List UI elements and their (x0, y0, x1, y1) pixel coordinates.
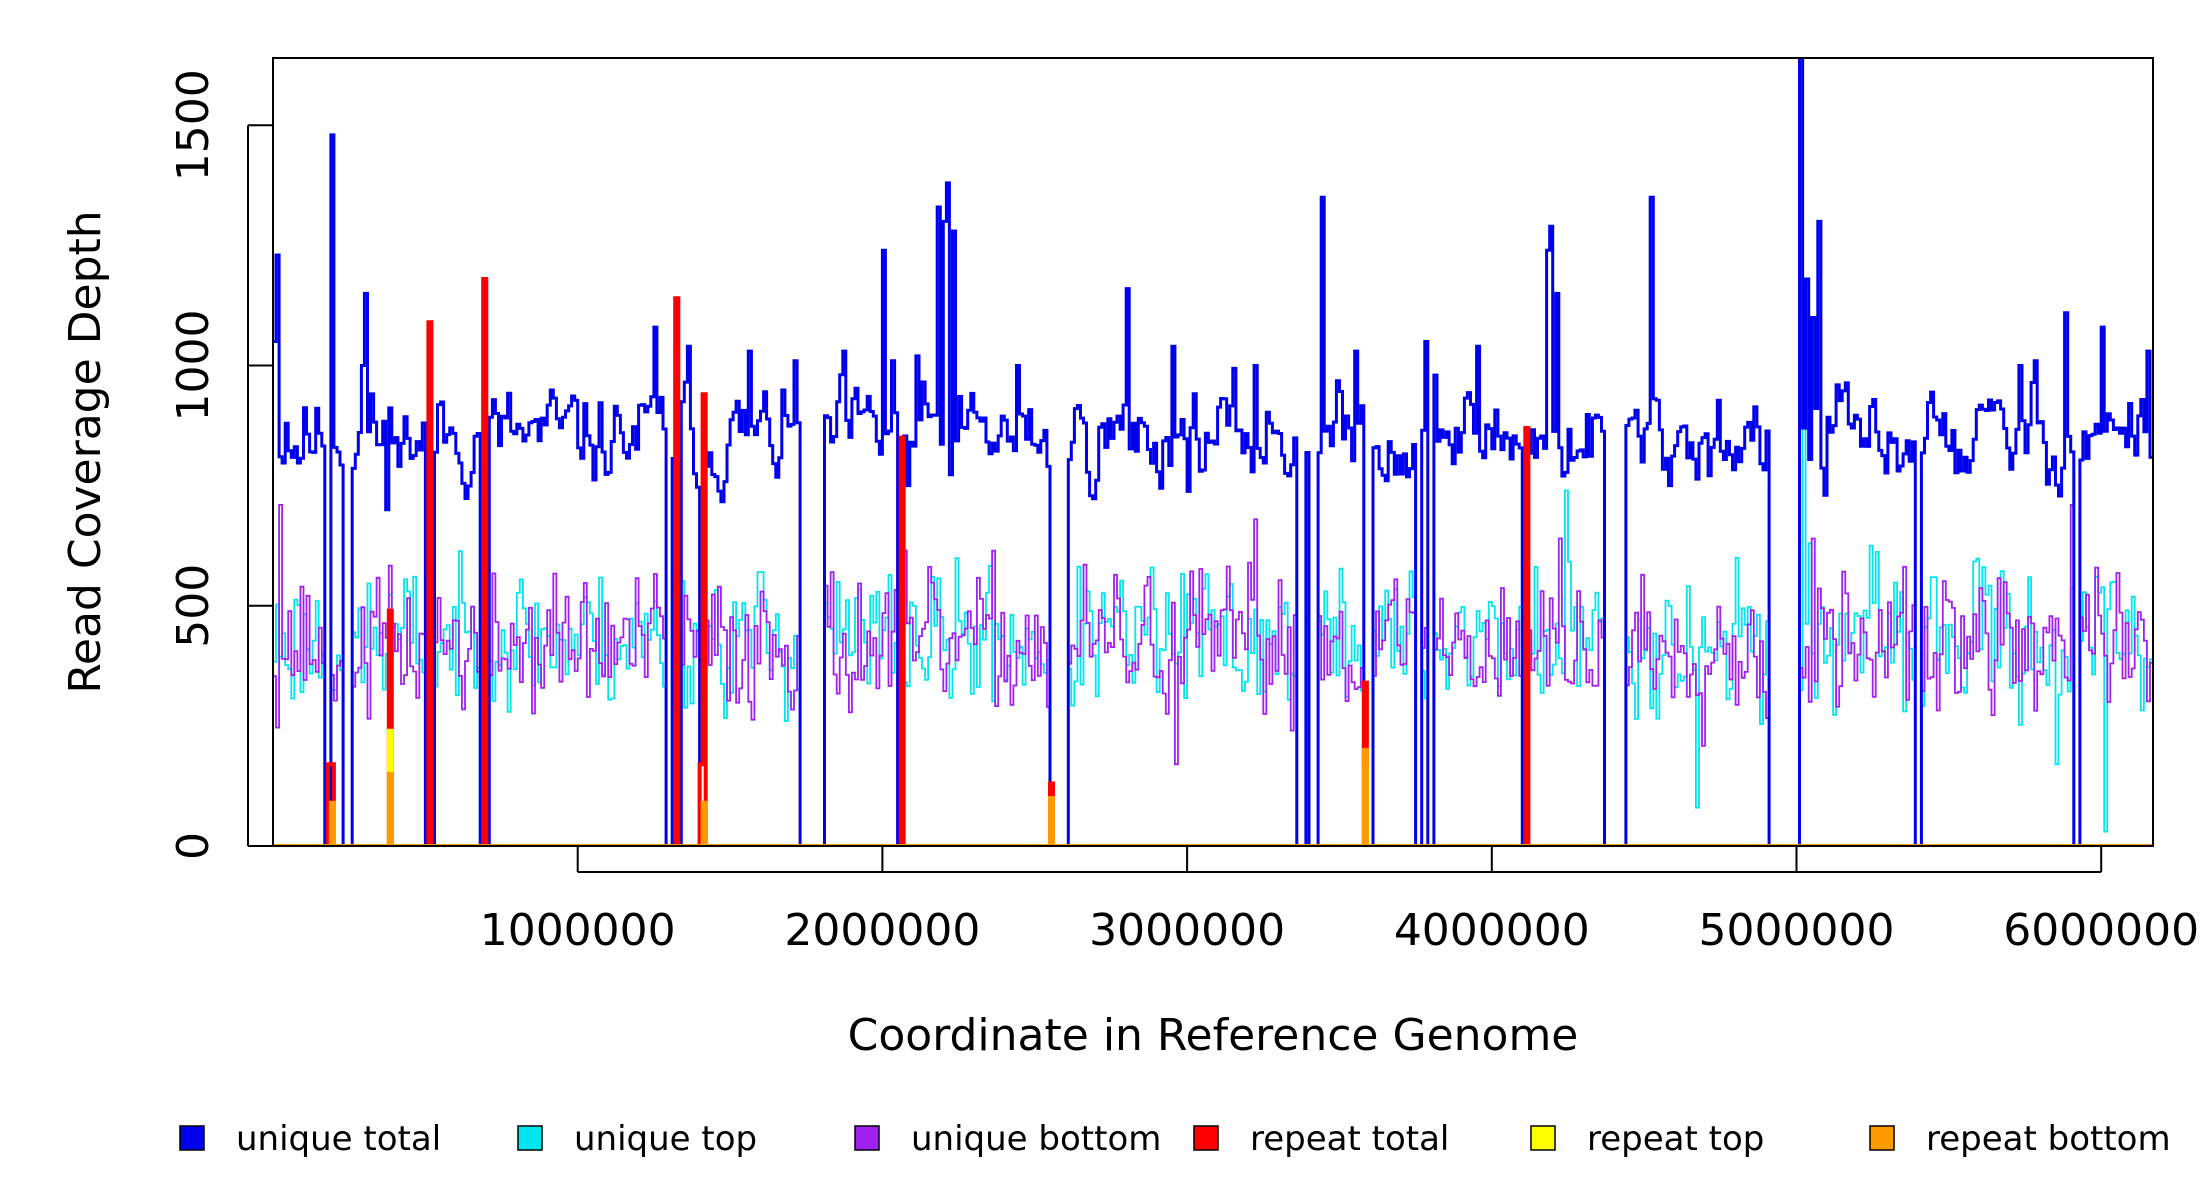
y-tick-label: 1500 (168, 69, 219, 181)
legend-item-repeat-total: repeat total (1193, 1119, 1449, 1159)
x-tick-label: 6000000 (2003, 905, 2199, 956)
legend-swatch (179, 1125, 205, 1151)
plot-frame (272, 57, 2154, 847)
legend-swatch (517, 1125, 543, 1151)
legend-swatch (854, 1125, 880, 1151)
x-tick-label: 5000000 (1699, 905, 1895, 956)
legend-item-unique-total: unique total (179, 1119, 441, 1159)
x-tick-label: 4000000 (1394, 905, 1590, 956)
series-layer (273, 58, 2153, 846)
legend-label: unique bottom (911, 1119, 1161, 1159)
legend-item-unique-bottom: unique bottom (854, 1119, 1161, 1159)
y-tick-label: 1000 (168, 310, 219, 422)
legend-swatch (1530, 1125, 1556, 1151)
series-line-repeat-top (273, 728, 2153, 846)
legend-label: repeat top (1587, 1119, 1764, 1159)
y-axis: 0 500 1000 1500 (168, 69, 273, 860)
legend-label: unique total (236, 1119, 441, 1159)
y-tick-label: 0 (168, 832, 219, 860)
series-line-repeat-bottom (273, 747, 2153, 846)
series-line-repeat-total (273, 277, 2153, 846)
legend-label: unique top (574, 1119, 757, 1159)
legend-item-unique-top: unique top (517, 1119, 757, 1159)
y-axis-label: Read Coverage Depth (60, 210, 111, 693)
legend-item-repeat-bottom: repeat bottom (1869, 1119, 2171, 1159)
x-tick-label: 2000000 (784, 905, 980, 956)
x-axis-label: Coordinate in Reference Genome (848, 1010, 1579, 1061)
series-line-unique-bottom (273, 504, 2153, 846)
series-line-unique-total (273, 58, 2153, 846)
legend-label: repeat bottom (1926, 1119, 2171, 1159)
legend-item-repeat-top: repeat top (1530, 1119, 1764, 1159)
legend-label: repeat total (1250, 1119, 1449, 1159)
x-tick-label: 1000000 (480, 905, 676, 956)
legend-swatch (1193, 1125, 1219, 1151)
x-axis: 1000000 2000000 3000000 4000000 5000000 60000… (480, 846, 2199, 956)
legend-swatch (1869, 1125, 1895, 1151)
legend: unique total unique top unique bottom repea… (179, 1119, 2171, 1159)
y-tick-label: 500 (168, 564, 219, 648)
x-tick-label: 3000000 (1089, 905, 1285, 956)
